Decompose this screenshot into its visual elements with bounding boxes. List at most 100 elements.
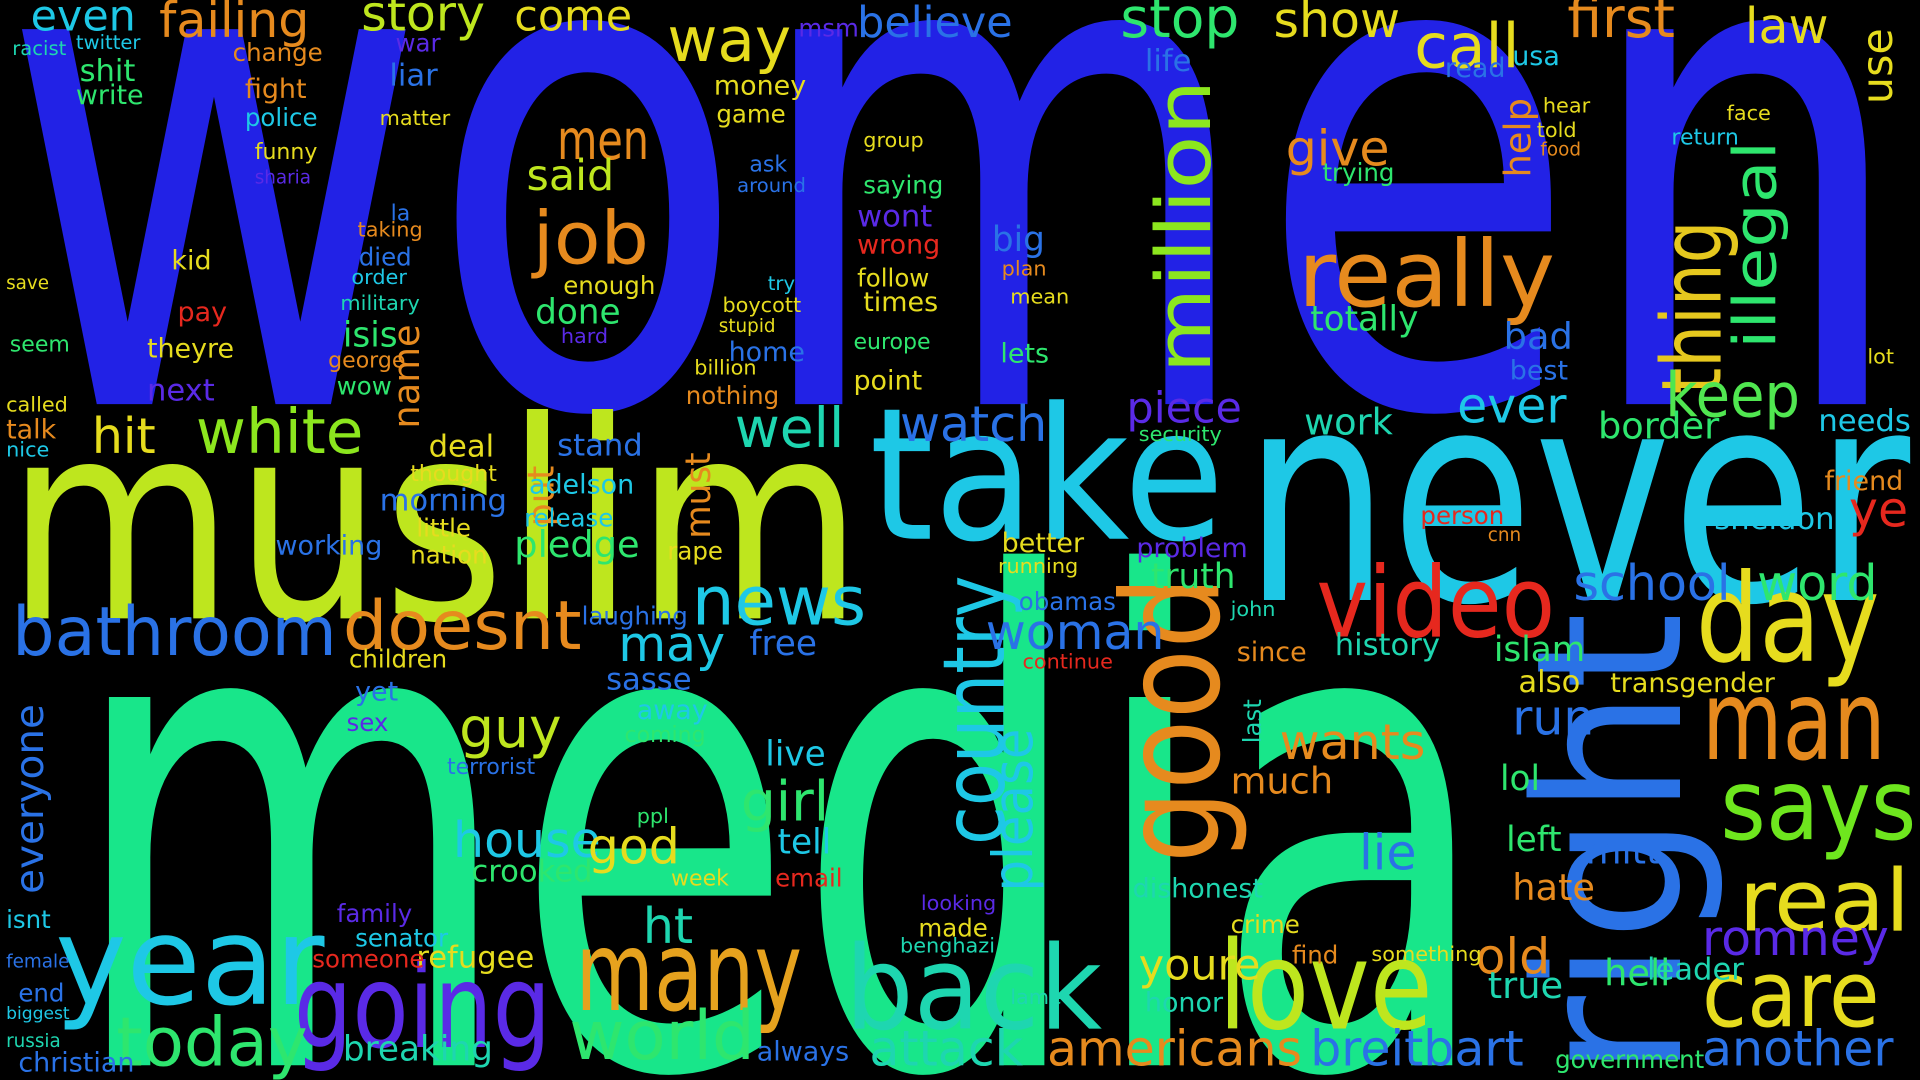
word: running xyxy=(998,554,1078,578)
word: release xyxy=(524,504,613,533)
word: must xyxy=(679,452,719,538)
word: best xyxy=(1510,356,1568,387)
word: breitbart xyxy=(1310,1020,1524,1077)
word: group xyxy=(863,128,923,152)
word: use xyxy=(1853,28,1903,104)
word: many xyxy=(576,908,803,1036)
word: stand xyxy=(557,429,643,464)
word: deal xyxy=(429,430,495,465)
word: money xyxy=(714,70,806,101)
word: saying xyxy=(863,170,943,199)
word: hard xyxy=(561,324,608,348)
word: hear xyxy=(1543,94,1591,118)
word: old xyxy=(1476,928,1551,985)
word: free xyxy=(749,624,817,664)
word: next xyxy=(147,373,215,408)
word: stupid xyxy=(719,316,776,337)
word: twitter xyxy=(76,31,142,54)
word: nothing xyxy=(686,381,779,410)
word: believe xyxy=(857,0,1012,48)
word: much xyxy=(1231,759,1334,802)
word: story xyxy=(361,0,485,43)
word: la xyxy=(391,201,411,226)
word: times xyxy=(863,287,938,318)
word: government xyxy=(1555,1045,1705,1074)
word: sasse xyxy=(606,662,691,697)
word: morning xyxy=(380,484,507,519)
word: dishonest xyxy=(1133,874,1263,905)
word: truth xyxy=(1151,557,1235,597)
word: ppl xyxy=(637,804,669,828)
word: looking xyxy=(921,891,996,915)
word: job xyxy=(531,196,649,281)
word: nice xyxy=(6,438,49,462)
word: seem xyxy=(10,332,70,357)
word: boycott xyxy=(722,293,801,317)
word: police xyxy=(245,103,318,132)
word: breaking xyxy=(343,1029,493,1069)
word: border xyxy=(1598,404,1720,447)
word: person xyxy=(1420,501,1504,530)
word: home xyxy=(729,337,805,368)
word: word xyxy=(1757,555,1877,612)
word: follow xyxy=(857,264,929,293)
word: crime xyxy=(1231,910,1300,939)
word: lol xyxy=(1500,759,1540,799)
word: shit xyxy=(80,54,136,89)
word: benghazi xyxy=(900,934,995,958)
word: keep xyxy=(1665,360,1800,431)
word: right xyxy=(1492,612,1728,1077)
word: continue xyxy=(1022,650,1112,674)
word: lie xyxy=(1359,824,1416,881)
word: everyone xyxy=(8,704,53,894)
word: please xyxy=(981,729,1045,892)
word: enough xyxy=(563,271,655,300)
word: put xyxy=(519,466,562,527)
word: security xyxy=(1139,422,1222,446)
word: adelson xyxy=(529,469,634,500)
word: isnt xyxy=(6,905,51,934)
word: totally xyxy=(1310,300,1418,340)
word: life xyxy=(1145,44,1192,79)
word: school xyxy=(1573,555,1730,612)
word: wants xyxy=(1280,714,1426,771)
word: racist xyxy=(12,37,66,60)
word: tell xyxy=(778,822,832,862)
word: islam xyxy=(1494,630,1585,670)
word: country xyxy=(925,576,1025,845)
word: sex xyxy=(347,708,389,737)
word: done xyxy=(535,292,621,332)
word: white xyxy=(196,397,364,468)
word: mitt xyxy=(1586,829,1661,872)
word: way xyxy=(667,5,791,76)
word: million xyxy=(1140,80,1228,374)
word: family xyxy=(337,899,413,928)
word: return xyxy=(1671,125,1738,150)
word: europe xyxy=(853,330,930,355)
word: transgender xyxy=(1610,668,1776,699)
word: food xyxy=(1540,140,1581,161)
word: lot xyxy=(1867,345,1894,369)
word: wont xyxy=(857,200,932,235)
word: find xyxy=(1292,941,1338,970)
word: rape xyxy=(667,537,723,566)
word: world xyxy=(569,996,754,1075)
word: news xyxy=(692,561,866,640)
word: today xyxy=(116,1002,307,1080)
word: something xyxy=(1371,942,1481,966)
word: media xyxy=(67,440,1494,1080)
word: john xyxy=(1230,597,1276,621)
word: female xyxy=(6,951,69,972)
word: called xyxy=(6,392,68,416)
word: muslim xyxy=(6,362,863,683)
word: may xyxy=(618,616,725,673)
word: romney xyxy=(1702,910,1889,967)
word: mean xyxy=(1010,285,1069,309)
word: pay xyxy=(178,297,228,328)
word: trying xyxy=(1322,158,1394,187)
word: refugee xyxy=(416,940,534,975)
word: piece xyxy=(1127,383,1242,433)
word: around xyxy=(737,174,806,197)
